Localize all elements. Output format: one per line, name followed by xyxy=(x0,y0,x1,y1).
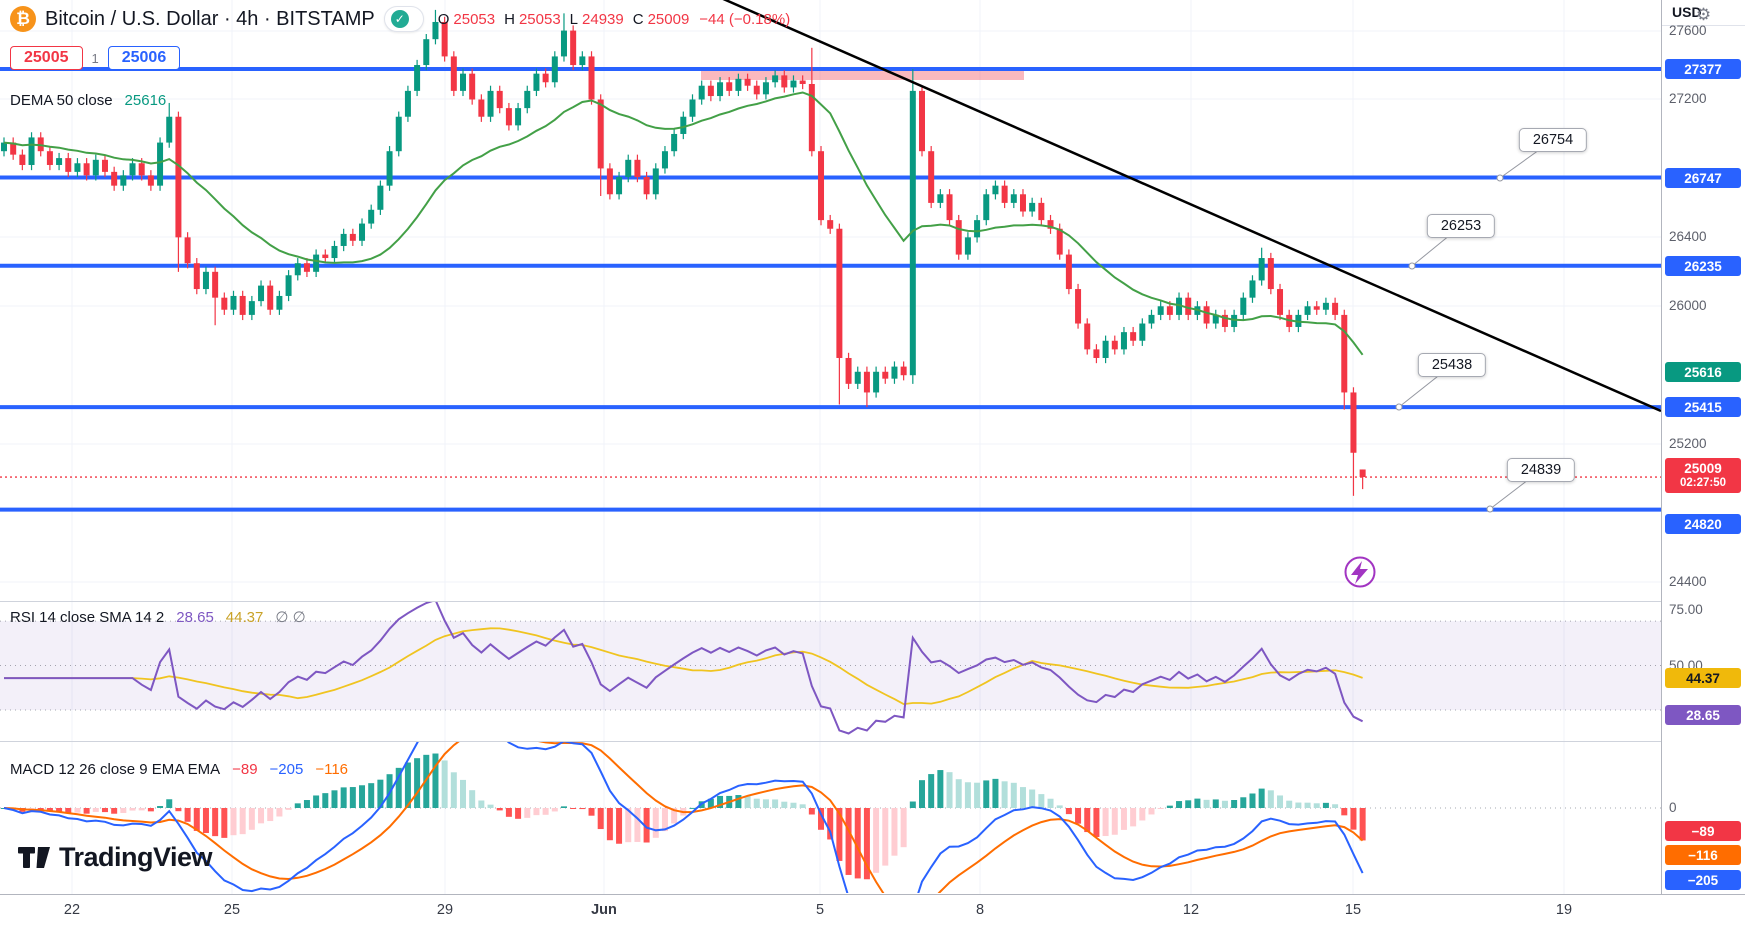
rsi-sma-value: 44.37 xyxy=(225,608,264,626)
ohlc-readout: O 25053 H 25053 L 24939 C 25009 −44 (−0.… xyxy=(433,11,790,28)
price-tick: 26400 xyxy=(1669,229,1707,244)
dema-label[interactable]: DEMA 50 close xyxy=(10,92,113,109)
price-callout[interactable]: 24839 xyxy=(1506,458,1576,482)
callout-anchor xyxy=(1486,505,1494,513)
callout-anchor xyxy=(1408,262,1416,270)
lightning-button[interactable] xyxy=(1340,552,1380,592)
axis-badge: 25415 xyxy=(1665,397,1741,417)
time-axis-label: 22 xyxy=(63,902,81,918)
price-tick: 27600 xyxy=(1669,23,1707,38)
change-readout: −44 (−0.18%) xyxy=(699,10,791,28)
rsi-label[interactable]: RSI 14 close SMA 14 2 xyxy=(10,608,165,626)
price-callout[interactable]: 26253 xyxy=(1426,214,1496,238)
tradingview-wordmark: TradingView xyxy=(59,842,213,872)
axis-badge: 27377 xyxy=(1665,59,1741,79)
time-axis-label: Jun xyxy=(591,902,617,918)
rsi-line xyxy=(4,602,1364,735)
price-tick: 24400 xyxy=(1669,574,1707,589)
low-label: L xyxy=(569,10,579,28)
price-tick: 26000 xyxy=(1669,298,1707,313)
chart-legend: ₿ Bitcoin / U.S. Dollar · 4h · BITSTAMP … xyxy=(10,6,790,32)
dema-legend[interactable]: DEMA 50 close 25616 xyxy=(10,92,166,109)
rsi-legend[interactable]: RSI 14 close SMA 14 2 28.65 44.37 ∅ ∅ xyxy=(10,608,306,627)
close-label: C xyxy=(632,10,644,28)
buy-price-button[interactable]: 25006 xyxy=(107,46,181,70)
tradingview-logo-icon xyxy=(18,847,50,868)
macd-plot xyxy=(1,742,1366,893)
time-axis-label: 12 xyxy=(1182,902,1200,918)
macd-tick: 0 xyxy=(1669,800,1677,815)
axis-badge: 26747 xyxy=(1665,168,1741,188)
dema-line[interactable] xyxy=(3,91,1364,356)
open-value: 25053 xyxy=(453,10,496,28)
time-axis-label: 8 xyxy=(975,902,985,918)
time-axis-label: 15 xyxy=(1344,902,1362,918)
close-value: 25009 xyxy=(647,10,690,28)
axis-badge: −205 xyxy=(1665,870,1741,890)
macd-line xyxy=(3,742,1364,893)
chart-canvas[interactable] xyxy=(0,0,1661,894)
gear-icon[interactable]: ⚙ xyxy=(1695,5,1712,24)
axis-badge: −89 xyxy=(1665,821,1741,841)
callout-anchor xyxy=(1395,403,1403,411)
callout-anchor xyxy=(1496,174,1504,182)
price-tick: 27200 xyxy=(1669,91,1707,106)
bitcoin-icon: ₿ xyxy=(10,6,36,32)
macd-line-value: −205 xyxy=(269,761,304,778)
price-callout[interactable]: 25438 xyxy=(1417,353,1487,377)
market-status-pill[interactable]: ✓ xyxy=(383,6,424,32)
quote-buttons: 25005 1 25006 xyxy=(10,46,181,70)
rsi-sma-line xyxy=(4,627,1363,706)
rsi-hidden-values: ∅ ∅ xyxy=(275,609,306,626)
rsi-tick: 75.00 xyxy=(1669,602,1703,617)
tradingview-watermark[interactable]: TradingView xyxy=(18,842,213,873)
axis-badge: 25009 02:27:50 xyxy=(1665,458,1741,493)
macd-label[interactable]: MACD 12 26 close 9 EMA EMA xyxy=(10,761,221,778)
time-axis-label: 29 xyxy=(436,902,454,918)
spread-value: 1 xyxy=(91,50,99,66)
price-tick: 25200 xyxy=(1669,436,1707,451)
resistance-zone[interactable] xyxy=(701,70,1024,80)
rsi-plot xyxy=(4,602,1364,735)
macd-signal-line xyxy=(3,742,1364,893)
axis-badge: 25616 xyxy=(1665,362,1741,382)
time-axis-label: 25 xyxy=(223,902,241,918)
sell-price-button[interactable]: 25005 xyxy=(10,46,83,70)
trendline[interactable] xyxy=(712,0,1661,413)
axis-badge: −116 xyxy=(1665,845,1741,865)
price-callout[interactable]: 26754 xyxy=(1518,128,1588,152)
axis-settings-corner[interactable]: ⚙ xyxy=(1661,0,1745,33)
dema-value: 25616 xyxy=(124,92,167,109)
time-axis[interactable]: 22 25 29 Jun 5 8 12 15 19 xyxy=(0,894,1745,927)
macd-legend[interactable]: MACD 12 26 close 9 EMA EMA −89 −205 −116 xyxy=(10,761,348,778)
high-label: H xyxy=(504,10,515,28)
rsi-value: 28.65 xyxy=(176,608,214,626)
macd-hist-value: −89 xyxy=(232,761,258,778)
axis-badge: 44.37 xyxy=(1665,668,1741,688)
time-axis-label: 5 xyxy=(815,902,825,918)
low-value: 24939 xyxy=(582,10,624,28)
macd-signal-value: −116 xyxy=(315,761,349,778)
high-value: 25053 xyxy=(518,10,561,28)
symbol-title[interactable]: Bitcoin / U.S. Dollar · 4h · BITSTAMP xyxy=(45,7,375,30)
axis-badge: 28.65 xyxy=(1665,705,1741,725)
status-check-icon: ✓ xyxy=(390,10,409,28)
candles xyxy=(1,9,1366,496)
open-label: O xyxy=(437,10,450,28)
axis-badge: 24820 xyxy=(1665,514,1741,534)
time-axis-label: 19 xyxy=(1555,902,1573,918)
price-axis[interactable]: USD 27600 27200 26400 26000 25200 24400 75.00 5… xyxy=(1661,0,1745,894)
axis-badge: 26235 xyxy=(1665,256,1741,276)
currency-label[interactable]: USD xyxy=(1662,0,1745,26)
